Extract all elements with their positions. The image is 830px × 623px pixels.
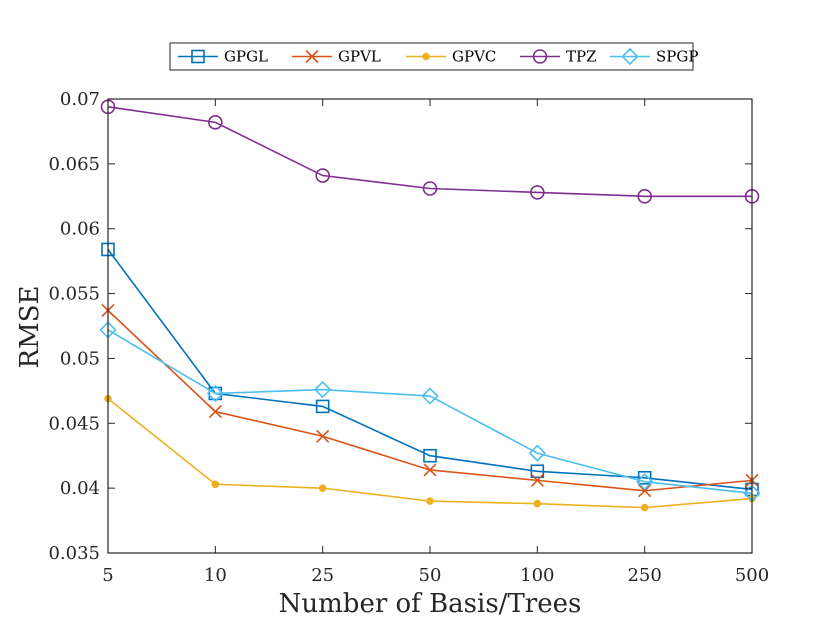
legend-item-tpz: TPZ (520, 48, 597, 66)
x-tick-label: 500 (735, 565, 769, 586)
marker-dot (422, 52, 430, 61)
y-tick-label: 0.055 (48, 284, 100, 305)
x-tick-label: 100 (520, 565, 554, 586)
marker-square (637, 470, 652, 485)
x-tick-label: 25 (311, 565, 334, 586)
marker-x (305, 49, 319, 64)
marker-x-stroke (208, 405, 222, 419)
x-tick-label: 50 (419, 565, 442, 586)
marker-x-stroke (530, 473, 544, 487)
marker-x-stroke (305, 49, 319, 64)
y-tick-label: 0.05 (60, 348, 100, 369)
marker-square (423, 448, 437, 463)
plot-area (108, 99, 752, 553)
marker-diamond (528, 444, 546, 462)
marker-circle (637, 188, 652, 204)
marker-diamond (206, 384, 224, 403)
y-tick-label: 0.07 (60, 89, 100, 110)
legend-item-gpvl: GPVL (292, 48, 381, 66)
marker-diamond (636, 473, 654, 491)
marker-dot (426, 497, 434, 505)
y-tick-label: 0.04 (60, 478, 100, 499)
y-tick-label: 0.035 (48, 543, 100, 564)
x-axis-label: Number of Basis/Trees (279, 589, 582, 619)
legend-item-gpgl: GPGL (178, 48, 268, 66)
marker-x (638, 484, 652, 498)
series-spgp (99, 321, 761, 502)
legend-item-spgp: SPGP (610, 48, 698, 66)
marker-x-stroke (316, 429, 330, 443)
marker-diamond (314, 380, 332, 399)
series-line-spgp (107, 329, 753, 495)
y-axis-label: RMSE (15, 286, 45, 369)
marker-x (208, 405, 222, 419)
marker-x (530, 473, 544, 487)
marker-circle (208, 115, 223, 130)
legend-label: SPGP (656, 48, 698, 66)
marker-circle (422, 181, 438, 196)
y-tick-label: 0.06 (60, 219, 100, 240)
series-gpvl (101, 303, 759, 498)
marker-diamond (421, 387, 439, 405)
marker-diamond (621, 47, 639, 66)
y-tick-label: 0.065 (48, 154, 100, 175)
marker-x (316, 429, 330, 443)
marker-x-stroke (638, 484, 652, 498)
legend-label: GPGL (224, 48, 268, 66)
marker-circle (315, 168, 330, 183)
legend-label: GPVC (452, 48, 496, 66)
marker-dot (640, 503, 649, 512)
axes-layer: 0.035 0.04 0.045 0.05 0.055 0.06 0.065 0.07 5 10 2… (48, 89, 769, 586)
series-layer (99, 99, 761, 512)
x-tick-label: 5 (102, 565, 113, 586)
marker-x-stroke (423, 463, 437, 477)
plot-background (108, 99, 752, 553)
legend-item-gpvc: GPVC (406, 48, 496, 66)
series-line-tpz (107, 105, 752, 198)
marker-dot (211, 480, 220, 489)
x-tick-label: 10 (204, 565, 227, 586)
y-tick-label: 0.045 (48, 413, 100, 434)
marker-circle (530, 185, 545, 200)
x-tick-label: 250 (627, 565, 661, 586)
legend-label: TPZ (566, 48, 597, 66)
marker-square (530, 464, 545, 479)
marker-dot (533, 499, 542, 508)
legend: GPGL GPVL GPVC TPZ SPGP (169, 42, 698, 71)
legend-label: GPVL (338, 48, 381, 66)
marker-square (191, 49, 205, 64)
marker-x (423, 463, 437, 477)
marker-dot (318, 484, 327, 492)
marker-circle (532, 49, 548, 64)
marker-square (315, 399, 330, 414)
